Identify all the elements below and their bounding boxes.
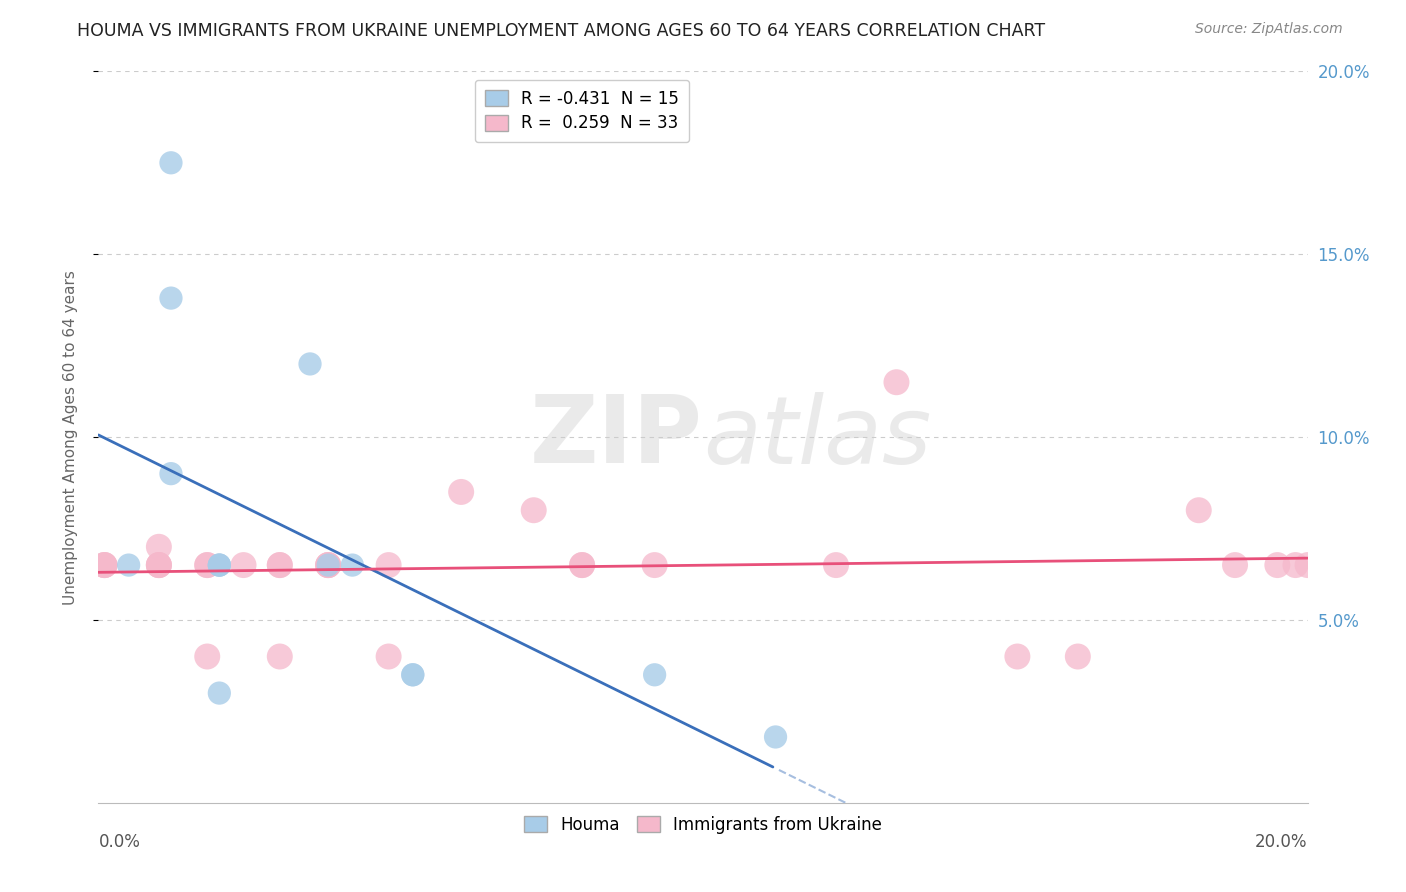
Point: [316, 558, 339, 573]
Point: [1223, 558, 1246, 573]
Point: [316, 558, 339, 573]
Point: [402, 667, 425, 681]
Point: [208, 558, 231, 573]
Point: [148, 540, 170, 554]
Point: [93, 558, 115, 573]
Point: [342, 558, 364, 573]
Point: [208, 558, 231, 573]
Point: [195, 649, 218, 664]
Point: [644, 558, 666, 573]
Point: [1007, 649, 1029, 664]
Point: [1284, 558, 1306, 573]
Point: [644, 667, 666, 681]
Point: [93, 558, 115, 573]
Point: [523, 503, 546, 517]
Point: [571, 558, 593, 573]
Point: [886, 375, 908, 389]
Point: [195, 558, 218, 573]
Point: [232, 558, 254, 573]
Point: [316, 558, 339, 573]
Point: [160, 467, 183, 481]
Text: 0.0%: 0.0%: [98, 833, 141, 851]
Point: [148, 558, 170, 573]
Point: [316, 558, 339, 573]
Point: [402, 667, 425, 681]
Point: [1188, 503, 1211, 517]
Point: [377, 558, 399, 573]
Text: 20.0%: 20.0%: [1256, 833, 1308, 851]
Point: [450, 485, 472, 500]
Point: [208, 686, 231, 700]
Point: [160, 291, 183, 305]
Point: [1267, 558, 1289, 573]
Point: [299, 357, 322, 371]
Point: [1067, 649, 1090, 664]
Text: ZIP: ZIP: [530, 391, 703, 483]
Legend: Houma, Immigrants from Ukraine: Houma, Immigrants from Ukraine: [516, 807, 890, 842]
Point: [825, 558, 848, 573]
Point: [1296, 558, 1319, 573]
Point: [160, 156, 183, 170]
Point: [269, 558, 291, 573]
Point: [148, 558, 170, 573]
Point: [208, 558, 231, 573]
Text: atlas: atlas: [703, 392, 931, 483]
Point: [377, 649, 399, 664]
Point: [269, 649, 291, 664]
Text: Source: ZipAtlas.com: Source: ZipAtlas.com: [1195, 22, 1343, 37]
Point: [571, 558, 593, 573]
Text: HOUMA VS IMMIGRANTS FROM UKRAINE UNEMPLOYMENT AMONG AGES 60 TO 64 YEARS CORRELAT: HOUMA VS IMMIGRANTS FROM UKRAINE UNEMPLO…: [77, 22, 1046, 40]
Point: [93, 558, 115, 573]
Point: [765, 730, 787, 744]
Point: [148, 558, 170, 573]
Point: [195, 558, 218, 573]
Point: [269, 558, 291, 573]
Point: [118, 558, 141, 573]
Y-axis label: Unemployment Among Ages 60 to 64 years: Unemployment Among Ages 60 to 64 years: [63, 269, 77, 605]
